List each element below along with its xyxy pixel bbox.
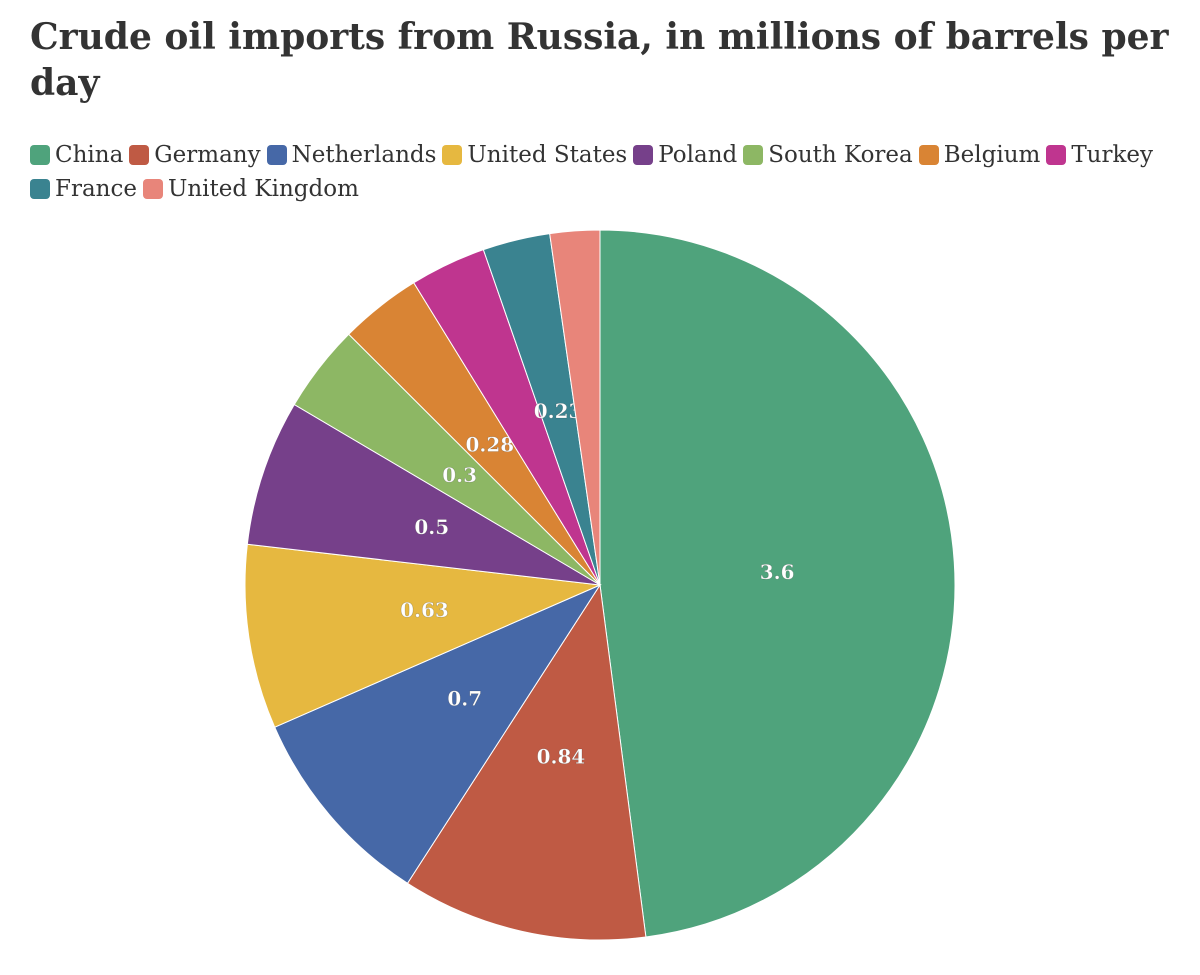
legend-swatch xyxy=(918,145,939,165)
pie-slice xyxy=(549,229,601,586)
legend-item: Turkey xyxy=(1046,138,1153,172)
data-label: 0.63 xyxy=(400,598,449,622)
legend-label: France xyxy=(55,176,137,202)
legend-label: Belgium xyxy=(943,142,1041,168)
legend-swatch xyxy=(30,179,50,199)
pie-slice xyxy=(274,583,602,884)
legend-label: Germany xyxy=(154,142,261,168)
legend-swatch xyxy=(129,145,150,165)
legend-item: Belgium xyxy=(918,138,1041,172)
pie-slice xyxy=(599,229,956,938)
legend-swatch xyxy=(142,179,163,199)
data-label: 0.84 xyxy=(537,745,586,769)
data-label: 3.6 xyxy=(760,560,795,584)
legend-label: South Korea xyxy=(768,142,913,168)
legend-item: France xyxy=(30,172,137,206)
legend-swatch xyxy=(743,145,764,165)
legend-label: Netherlands xyxy=(291,142,437,168)
legend-label: United States xyxy=(467,142,628,168)
legend-item: Germany xyxy=(129,138,261,172)
pie-slice xyxy=(406,583,647,941)
legend-item: United States xyxy=(442,138,627,172)
data-label: 0.5 xyxy=(414,515,449,539)
legend-item: Poland xyxy=(633,138,737,172)
pie-slice xyxy=(246,403,601,586)
legend-label: United Kingdom xyxy=(167,176,359,202)
legend-label: China xyxy=(55,142,124,168)
data-label: 0.28 xyxy=(466,432,515,456)
legend: China Germany Netherlands United States Pola… xyxy=(30,138,1160,206)
legend-item: United Kingdom xyxy=(142,172,359,206)
legend-label: Poland xyxy=(658,142,738,168)
legend-swatch xyxy=(633,145,654,165)
legend-item: China xyxy=(30,138,123,172)
legend-swatch xyxy=(266,145,287,165)
legend-swatch xyxy=(442,145,463,165)
data-label: 0.7 xyxy=(447,687,482,711)
chart-title: Crude oil imports from Russia, in millio… xyxy=(30,16,1169,104)
data-label: 0.3 xyxy=(442,463,477,487)
legend-item: South Korea xyxy=(743,138,913,172)
legend-swatch xyxy=(1046,145,1067,165)
legend-item: Netherlands xyxy=(266,138,437,172)
legend-swatch xyxy=(30,145,50,165)
legend-label: Turkey xyxy=(1071,142,1154,168)
pie-slice xyxy=(244,543,602,728)
